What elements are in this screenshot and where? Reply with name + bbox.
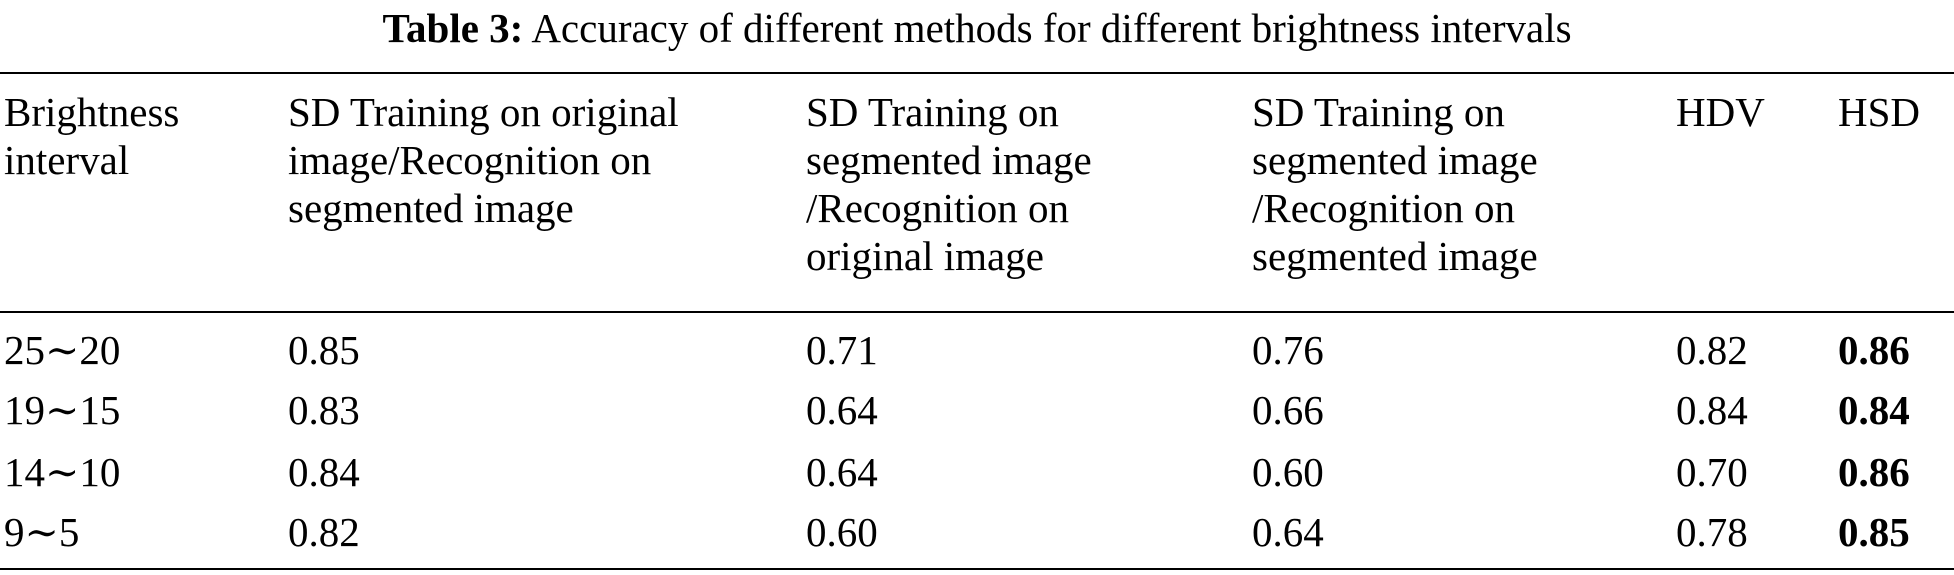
row-value-cell: 0.82 bbox=[288, 509, 360, 555]
row-value-cell: 0.66 bbox=[1252, 387, 1324, 433]
header-sd-original-segmented: SD Training on original image/Recognitio… bbox=[288, 88, 679, 232]
row-value-cell: 0.83 bbox=[288, 387, 360, 433]
header-line: segmented image bbox=[806, 137, 1092, 183]
header-line: SD Training on bbox=[1252, 89, 1505, 135]
row-brightness-cell: 19∼15 bbox=[4, 387, 121, 433]
top-rule bbox=[0, 72, 1954, 74]
row-value-cell: 0.70 bbox=[1676, 449, 1748, 495]
header-line: /Recognition on bbox=[806, 185, 1070, 231]
header-line: original image bbox=[806, 233, 1044, 279]
row-value-cell: 0.64 bbox=[806, 449, 878, 495]
row-value-cell: 0.84 bbox=[288, 449, 360, 495]
row-hsd-cell: 0.85 bbox=[1838, 509, 1910, 555]
row-hsd-cell: 0.84 bbox=[1838, 387, 1910, 433]
row-value-cell: 0.76 bbox=[1252, 327, 1324, 373]
header-line: HDV bbox=[1676, 89, 1765, 135]
header-line: SD Training on bbox=[806, 89, 1059, 135]
header-line: segmented image bbox=[1252, 137, 1538, 183]
row-brightness-cell: 14∼10 bbox=[4, 449, 121, 495]
table-caption: Table 3: Accuracy of different methods f… bbox=[0, 0, 1954, 54]
header-line: Brightness bbox=[4, 89, 180, 135]
header-line: /Recognition on bbox=[1252, 185, 1516, 231]
row-brightness-cell: 25∼20 bbox=[4, 327, 121, 373]
row-hsd-cell: 0.86 bbox=[1838, 327, 1910, 373]
caption-label: Table 3: bbox=[382, 5, 524, 51]
row-value-cell: 0.78 bbox=[1676, 509, 1748, 555]
caption-text: Accuracy of different methods for differ… bbox=[531, 5, 1572, 51]
row-value-cell: 0.85 bbox=[288, 327, 360, 373]
bottom-rule bbox=[0, 568, 1954, 570]
header-line: SD Training on original bbox=[288, 89, 679, 135]
header-sd-segmented-original: SD Training on segmented image /Recognit… bbox=[806, 88, 1092, 280]
row-value-cell: 0.84 bbox=[1676, 387, 1748, 433]
row-brightness-cell: 9∼5 bbox=[4, 509, 80, 555]
row-value-cell: 0.64 bbox=[1252, 509, 1324, 555]
row-value-cell: 0.71 bbox=[806, 327, 878, 373]
header-hdv: HDV bbox=[1676, 88, 1765, 136]
mid-rule bbox=[0, 311, 1954, 313]
row-value-cell: 0.60 bbox=[1252, 449, 1324, 495]
row-value-cell: 0.64 bbox=[806, 387, 878, 433]
header-line: segmented image bbox=[1252, 233, 1538, 279]
row-hsd-cell: 0.86 bbox=[1838, 449, 1910, 495]
header-line: segmented image bbox=[288, 185, 574, 231]
header-line: interval bbox=[4, 137, 130, 183]
header-brightness-interval: Brightness interval bbox=[4, 88, 179, 184]
row-value-cell: 0.60 bbox=[806, 509, 878, 555]
header-sd-segmented-segmented: SD Training on segmented image /Recognit… bbox=[1252, 88, 1538, 280]
row-value-cell: 0.82 bbox=[1676, 327, 1748, 373]
header-line: HSD bbox=[1838, 89, 1921, 135]
header-line: image/Recognition on bbox=[288, 137, 652, 183]
header-hsd: HSD bbox=[1838, 88, 1920, 136]
